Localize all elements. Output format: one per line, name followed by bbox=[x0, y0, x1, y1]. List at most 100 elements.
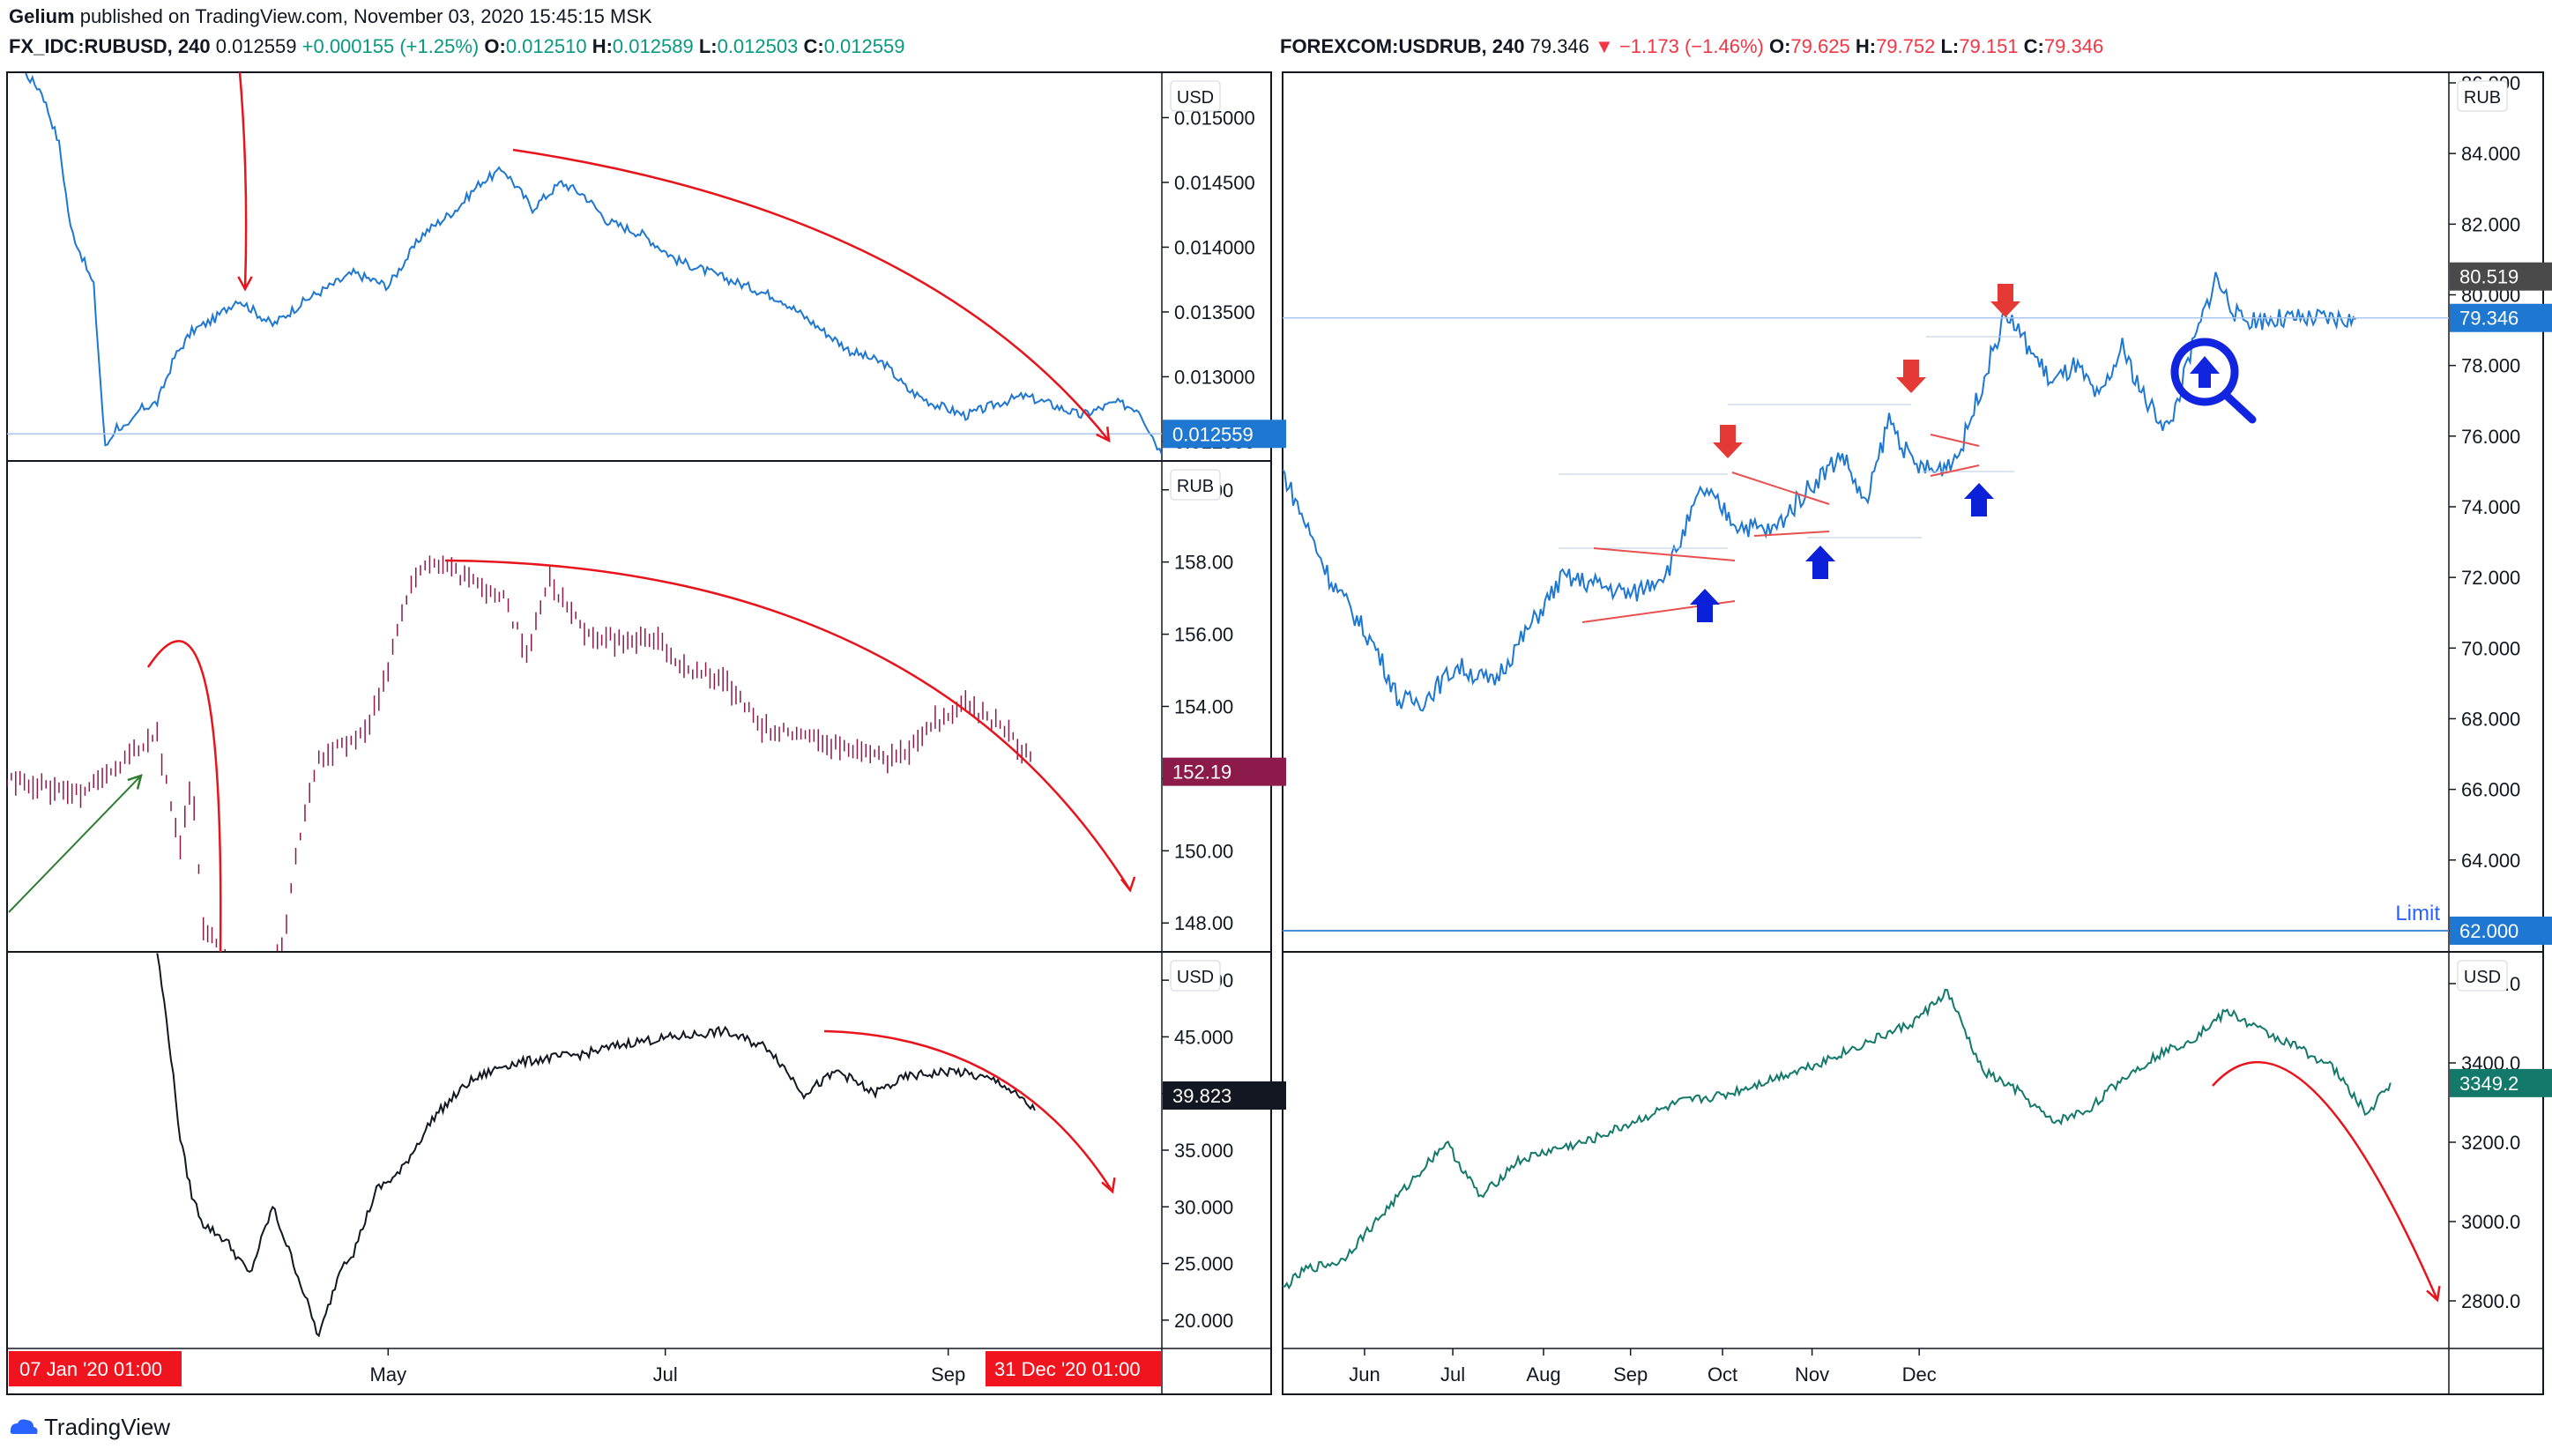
time-tick-label: May bbox=[370, 1363, 407, 1385]
triangle-lower[interactable] bbox=[1930, 464, 1980, 477]
start-time-text: 07 Jan '20 01:00 bbox=[19, 1358, 162, 1380]
start-time-box bbox=[9, 1351, 182, 1386]
high-value-box bbox=[2450, 262, 2552, 291]
last-value-label: 3349.2 bbox=[2450, 1068, 2552, 1097]
red-down-arrow-icon bbox=[1713, 425, 1743, 458]
end-time-box bbox=[986, 1351, 1162, 1386]
publish-info: Gelium published on TradingView.com, Nov… bbox=[9, 5, 652, 28]
time-tick-label: Oct bbox=[1708, 1363, 1737, 1385]
left-change: +0.000155 (+1.25%) bbox=[301, 35, 480, 57]
price-tick-label: 150.00 bbox=[1174, 840, 1233, 862]
price-tick-label: 70.000 bbox=[2461, 637, 2520, 659]
last-value-text: 152.19 bbox=[1172, 761, 1231, 784]
right-h-label: H: bbox=[1855, 35, 1877, 57]
currency-label: RUB bbox=[2457, 80, 2508, 112]
price-series-left-top bbox=[25, 73, 1162, 456]
price-series-right-bottom bbox=[1283, 988, 2392, 1290]
blue-up-arrow-icon bbox=[1690, 589, 1720, 622]
time-tick-label: Jun bbox=[1349, 1363, 1380, 1385]
currency-box bbox=[1170, 80, 1221, 112]
currency-box bbox=[1170, 469, 1221, 501]
price-tick-label: 68.000 bbox=[2461, 708, 2520, 730]
currency-label: USD bbox=[1170, 960, 1221, 992]
time-tick-label: Jul bbox=[1440, 1363, 1465, 1385]
high-value-text: 80.519 bbox=[2459, 266, 2519, 288]
last-value-box bbox=[1163, 420, 1286, 449]
currency-text: USD bbox=[1177, 88, 1214, 108]
time-tick-label: Jul bbox=[653, 1363, 678, 1385]
triangle-lower[interactable] bbox=[1753, 531, 1830, 537]
right-chart-frame bbox=[1282, 71, 2544, 1395]
last-value-text: 3349.2 bbox=[2459, 1073, 2519, 1095]
price-tick-label: 72.000 bbox=[2461, 567, 2520, 589]
currency-box bbox=[2457, 80, 2508, 112]
last-value-text: 0.012559 bbox=[1172, 423, 1254, 445]
forecast-curve[interactable] bbox=[2212, 1060, 2439, 1301]
limit-value-box bbox=[2450, 916, 2552, 945]
time-tick-label: Sep bbox=[1613, 1363, 1648, 1385]
price-tick-label: 30.000 bbox=[1174, 1196, 1233, 1218]
price-tick-label: 3200.0 bbox=[2461, 1132, 2520, 1154]
tradingview-logo-icon bbox=[10, 1419, 38, 1434]
decline-curve[interactable] bbox=[444, 559, 1132, 891]
price-tick-label: 154.00 bbox=[1174, 696, 1233, 718]
price-tick-label: 0.014000 bbox=[1174, 236, 1255, 258]
price-tick-label: 148.00 bbox=[1174, 912, 1233, 934]
price-tick-label: 66.000 bbox=[2461, 779, 2520, 801]
last-value-text: 39.823 bbox=[1172, 1085, 1231, 1107]
footer-brand: TradingView bbox=[44, 1414, 171, 1440]
price-line bbox=[25, 73, 1162, 456]
right-change: −1.173 (−1.46%) bbox=[1618, 35, 1764, 57]
price-tick-label: 35.000 bbox=[1174, 1140, 1233, 1162]
arrow-head bbox=[1120, 876, 1136, 893]
blue-up-arrow-icon bbox=[1964, 483, 1994, 516]
price-tick-label: 156.00 bbox=[1174, 624, 1233, 646]
currency-box bbox=[2457, 960, 2508, 992]
left-legend: FX_IDC:RUBUSD, 240 0.012559 +0.000155 (+… bbox=[9, 35, 904, 58]
left-c: 0.012559 bbox=[823, 35, 905, 57]
time-tick-label: Sep bbox=[931, 1363, 965, 1385]
magnifier-handle bbox=[2222, 391, 2257, 424]
price-tick-label: 3000.0 bbox=[2461, 1211, 2520, 1233]
currency-box bbox=[1170, 960, 1221, 992]
start-time-badge: 07 Jan '20 01:00 bbox=[9, 1351, 182, 1386]
decline-curve[interactable] bbox=[512, 148, 1110, 442]
price-tick-label: 0.013000 bbox=[1174, 366, 1255, 388]
price-tick-label: 45.000 bbox=[1174, 1026, 1233, 1048]
triangle-upper[interactable] bbox=[1593, 547, 1736, 561]
currency-text: USD bbox=[1177, 968, 1214, 987]
time-tick-label: Dec bbox=[1902, 1363, 1937, 1385]
red-down-arrow-icon bbox=[1896, 360, 1926, 393]
end-time-text: 31 Dec '20 01:00 bbox=[994, 1358, 1141, 1380]
left-l: 0.012503 bbox=[717, 35, 799, 57]
right-l-label: L: bbox=[1940, 35, 1960, 57]
price-series-right-top bbox=[1283, 271, 2356, 712]
left-l-label: L: bbox=[698, 35, 718, 57]
published-text: published on TradingView.com, November 0… bbox=[79, 5, 652, 27]
left-h: 0.012589 bbox=[612, 35, 694, 57]
currency-label: USD bbox=[2457, 960, 2508, 992]
high-value-label: 80.519 bbox=[2450, 262, 2552, 291]
price-tick-label: 74.000 bbox=[2461, 496, 2520, 518]
magnifier-ring bbox=[2170, 338, 2239, 406]
time-tick-label: Aug bbox=[1526, 1363, 1560, 1385]
price-tick-label: 25.000 bbox=[1174, 1253, 1233, 1275]
triangle-upper[interactable] bbox=[1731, 472, 1830, 505]
right-last: 79.346 bbox=[1529, 35, 1589, 57]
price-tick-label: 76.000 bbox=[2461, 426, 2520, 448]
red-down-arrow-icon bbox=[1990, 284, 2020, 317]
triangle-upper[interactable] bbox=[1930, 434, 1980, 447]
price-tick-label: 0.013500 bbox=[1174, 301, 1255, 323]
left-o-label: O: bbox=[484, 35, 506, 57]
decline-curve[interactable] bbox=[823, 1029, 1114, 1192]
last-value-label: 0.012559 bbox=[1163, 420, 1286, 449]
spike-curve[interactable] bbox=[146, 640, 222, 953]
down-triangle-icon: ▼ bbox=[1595, 35, 1614, 57]
uptrend-line[interactable] bbox=[8, 775, 142, 913]
price-tick-label: 2800.0 bbox=[2461, 1290, 2520, 1312]
arrow-head bbox=[1101, 1177, 1116, 1194]
arrow-head bbox=[127, 774, 143, 790]
arrow-head bbox=[237, 276, 253, 292]
down-arrow-curve[interactable] bbox=[238, 71, 248, 290]
